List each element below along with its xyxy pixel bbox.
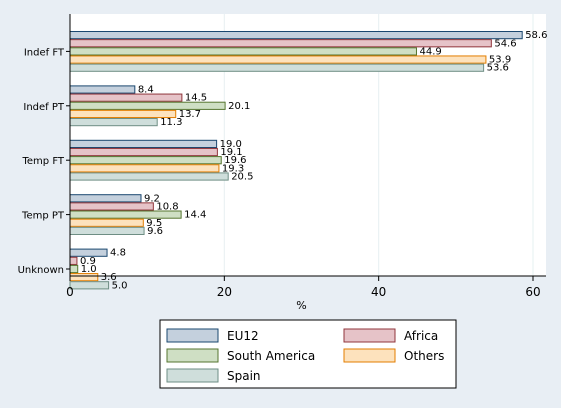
value-label: 10.8 xyxy=(156,201,178,212)
legend-swatch xyxy=(343,328,396,343)
value-label: 0.9 xyxy=(80,256,96,267)
bar-indef-pt-spain xyxy=(69,118,158,127)
y-tick-label: Temp FT xyxy=(21,156,64,167)
legend-swatch xyxy=(166,328,219,343)
value-label: 20.1 xyxy=(228,101,250,112)
bar-temp-pt-africa xyxy=(69,202,154,211)
bar-temp-ft-eu12 xyxy=(69,139,218,149)
bar-temp-ft-spain xyxy=(69,172,229,181)
bar-temp-pt-others xyxy=(69,218,144,227)
value-label: 3.6 xyxy=(101,272,117,283)
value-label: 58.6 xyxy=(525,30,547,41)
bar-indef-ft-spain xyxy=(69,63,485,72)
legend: EU12 Africa South America Others Spain xyxy=(159,319,457,389)
y-tick-label: Indef PT xyxy=(23,102,65,113)
value-label: 44.9 xyxy=(419,46,441,57)
value-label: 9.2 xyxy=(144,193,160,204)
bar-indef-pt-africa xyxy=(69,93,183,102)
legend-label: South America xyxy=(227,349,315,363)
value-label: 8.4 xyxy=(138,85,154,96)
legend-swatch xyxy=(343,348,396,363)
value-label: 19.1 xyxy=(220,147,242,158)
bar-temp-pt-eu12 xyxy=(69,194,142,203)
value-label: 11.3 xyxy=(160,117,182,128)
legend-label: Spain xyxy=(227,369,261,383)
bar-unknown-spain xyxy=(69,281,110,290)
value-label: 5.0 xyxy=(112,280,128,291)
bar-temp-pt-spain xyxy=(69,226,145,236)
bar-indef-ft-eu12 xyxy=(69,31,523,40)
legend-swatch xyxy=(166,368,219,383)
value-label: 54.6 xyxy=(494,38,516,49)
y-tick-label: Indef FT xyxy=(24,47,65,58)
y-tick-label: Unknown xyxy=(18,265,64,276)
x-tick-label: 40 xyxy=(371,285,386,299)
value-label: 14.4 xyxy=(184,210,206,221)
value-label: 1.0 xyxy=(81,264,97,275)
bar-temp-ft-africa xyxy=(69,147,218,157)
value-label: 53.9 xyxy=(489,55,511,66)
value-label: 14.5 xyxy=(185,93,207,104)
bar-temp-ft-south-america xyxy=(69,156,222,165)
value-label: 4.8 xyxy=(110,248,126,259)
x-tick-label: 0 xyxy=(66,285,74,299)
value-label: 19.6 xyxy=(224,155,246,166)
bar-unknown-south-america xyxy=(69,264,79,274)
legend-swatch xyxy=(166,348,219,363)
value-label: 19.3 xyxy=(222,163,244,174)
value-label: 19.0 xyxy=(220,139,242,150)
bar-temp-ft-others xyxy=(69,164,220,173)
legend-label: EU12 xyxy=(227,329,259,343)
bar-unknown-africa xyxy=(69,256,78,265)
value-labels: 58.6 54.6 44.9 53.953.6 8.4 14.5 20.1 13.711.3 1… xyxy=(80,30,548,291)
bar-indef-pt-eu12 xyxy=(69,85,136,94)
legend-label: Africa xyxy=(404,329,438,343)
value-label: 9.5 xyxy=(146,218,162,229)
value-label: 20.5 xyxy=(231,172,253,183)
value-label: 53.6 xyxy=(487,63,509,74)
x-tick-label: 20 xyxy=(217,285,232,299)
value-label: 13.7 xyxy=(179,109,201,120)
x-tick-label: 60 xyxy=(525,285,540,299)
y-tick-label: Temp PT xyxy=(21,211,65,222)
x-axis-title: % xyxy=(296,299,306,312)
bar-indef-ft-south-america xyxy=(69,47,417,56)
value-label: 9.6 xyxy=(147,226,163,237)
legend-label: Others xyxy=(404,349,444,363)
